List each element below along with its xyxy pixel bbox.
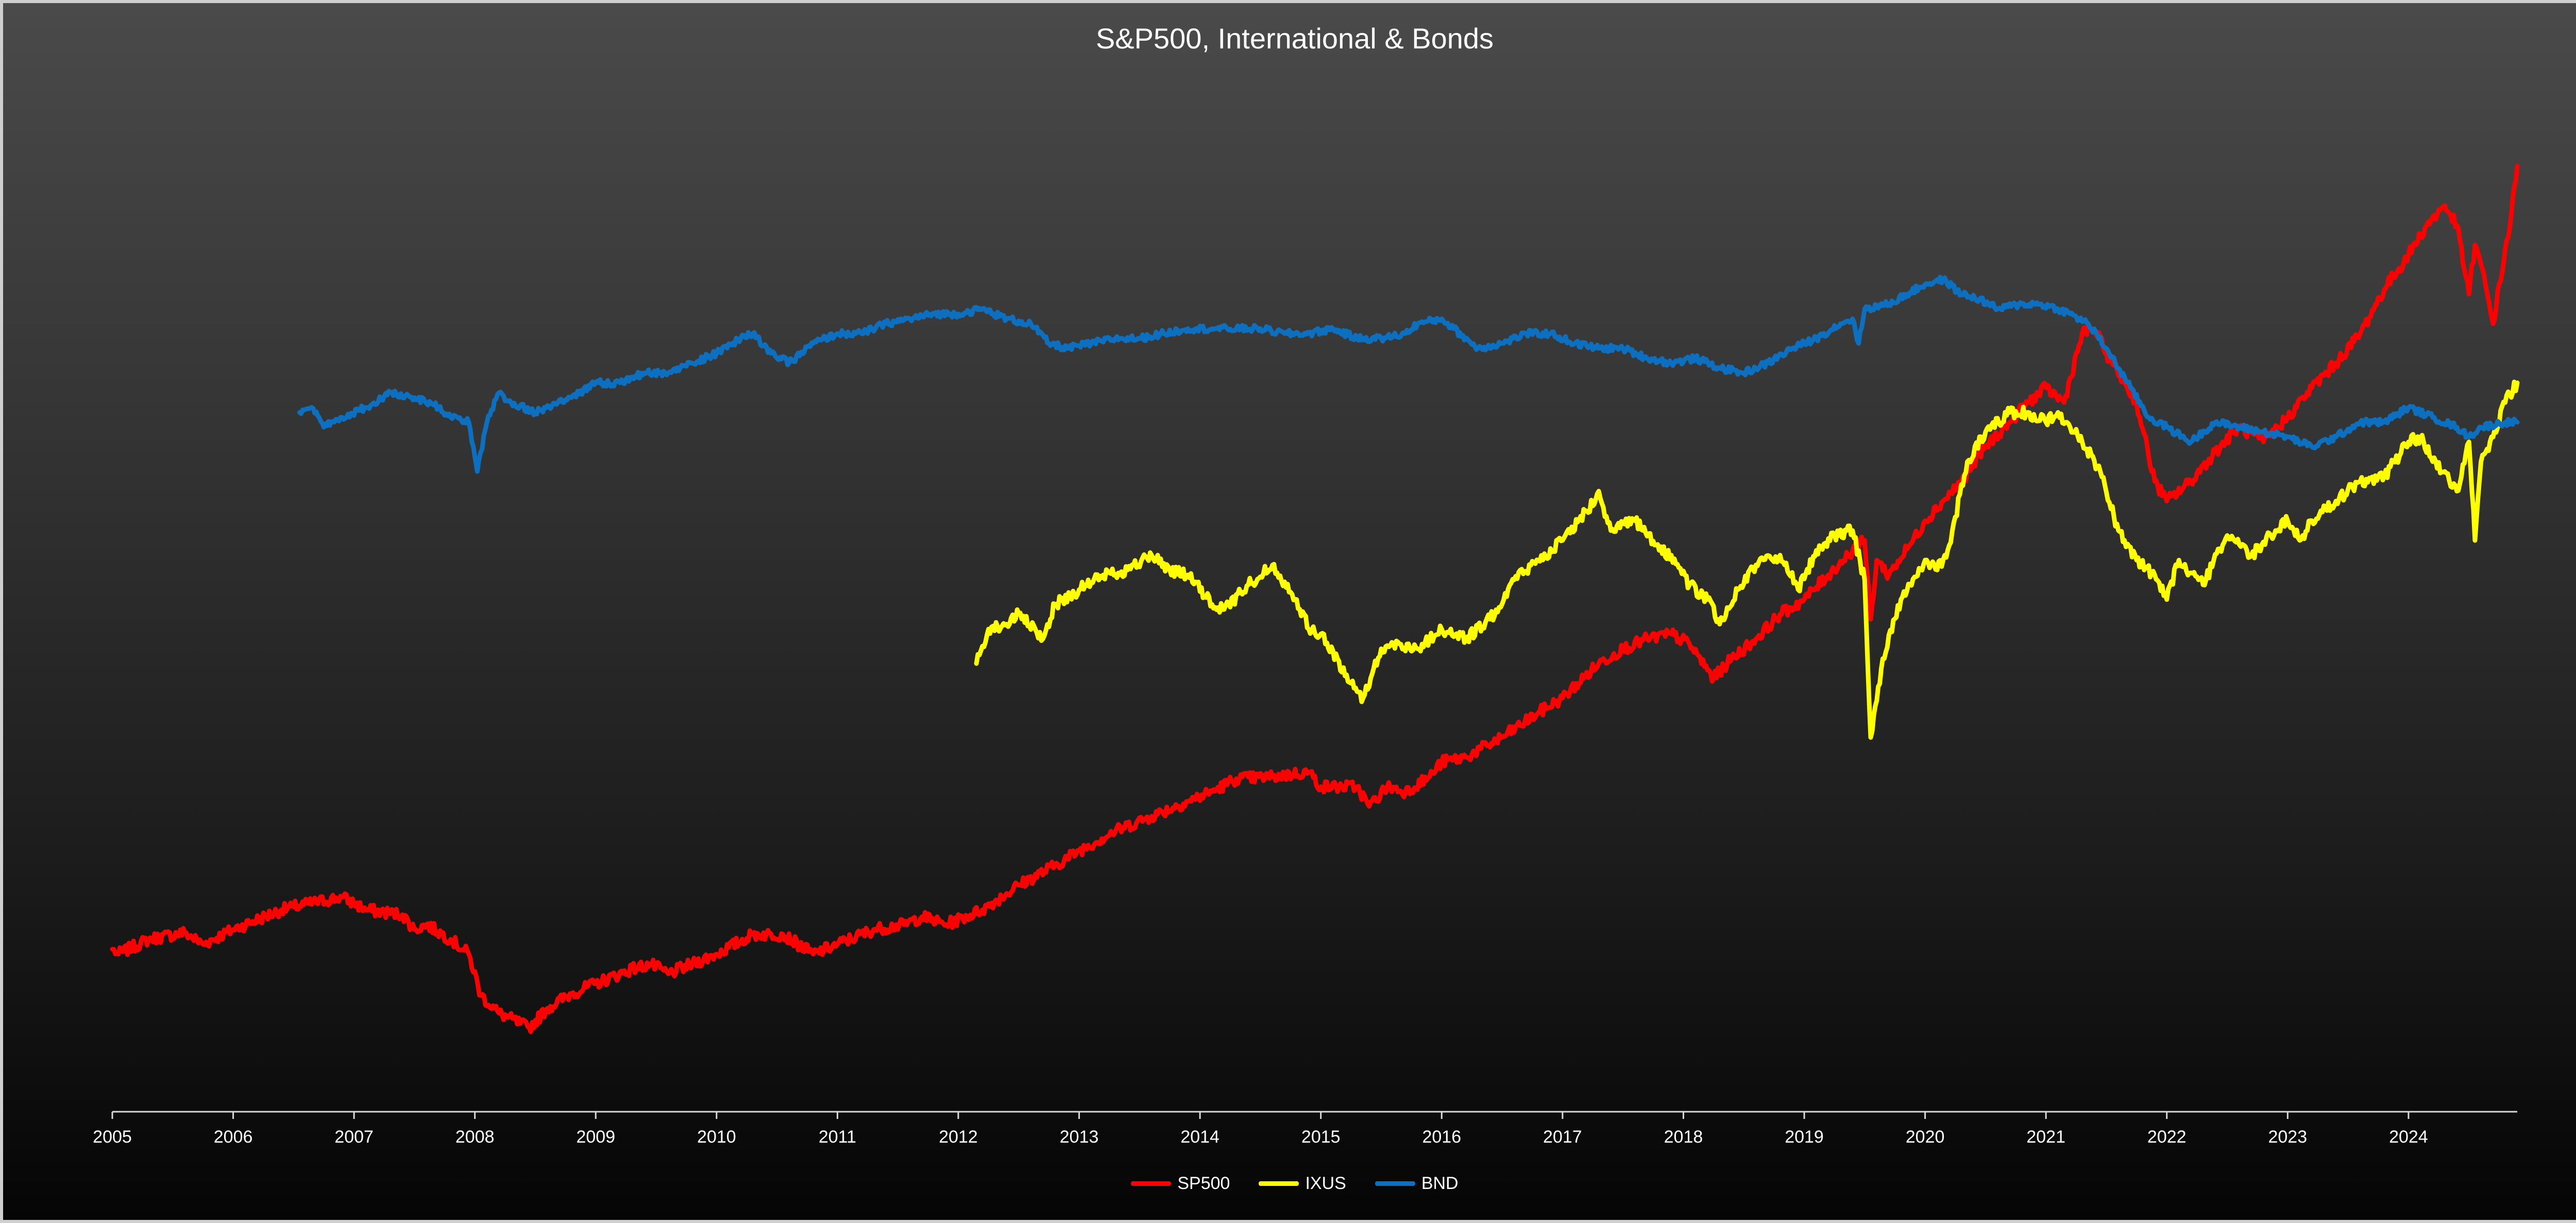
legend-item-bnd: BND (1375, 1174, 1459, 1194)
x-tick-label: 2011 (819, 1127, 856, 1147)
x-tick-label: 2007 (334, 1127, 374, 1147)
legend-item-ixus: IXUS (1259, 1174, 1346, 1194)
x-tick-label: 2019 (1785, 1127, 1824, 1147)
x-tick-label: 2022 (2147, 1127, 2187, 1147)
x-tick-label: 2024 (2389, 1127, 2428, 1147)
series-line-sp500 (110, 164, 2520, 1034)
x-tick-label: 2015 (1301, 1127, 1341, 1147)
x-tick-label: 2021 (2026, 1127, 2065, 1147)
x-tick-label: 2008 (455, 1127, 495, 1147)
legend-label: SP500 (1177, 1174, 1230, 1193)
legend: SP500 IXUS BND (3, 1174, 2576, 1194)
x-tick-label: 2017 (1543, 1127, 1582, 1147)
x-tick-label: 2023 (2268, 1127, 2307, 1147)
legend-label: IXUS (1305, 1174, 1346, 1193)
legend-swatch (1131, 1181, 1172, 1186)
x-tick-label: 2005 (93, 1127, 132, 1147)
line-chart: 2005 2006 2007 2008 2009 2010 2011 2012 2013 2014… (93, 164, 2520, 1147)
x-tick-label: 2012 (939, 1127, 978, 1147)
x-tick-label: 2009 (576, 1127, 615, 1147)
legend-swatch (1375, 1181, 1415, 1186)
x-tick-label: 2013 (1060, 1127, 1099, 1147)
x-tick-label: 2010 (697, 1127, 736, 1147)
legend-label: BND (1421, 1174, 1459, 1193)
legend-swatch (1259, 1181, 1299, 1186)
x-axis-ticks: 2005 2006 2007 2008 2009 2010 2011 2012 2013 2014… (93, 1112, 2428, 1147)
series-line-bnd (297, 275, 2520, 474)
legend-item-sp500: SP500 (1131, 1174, 1230, 1194)
x-tick-label: 2006 (214, 1127, 253, 1147)
x-tick-label: 2020 (1906, 1127, 1945, 1147)
x-tick-label: 2018 (1664, 1127, 1703, 1147)
x-tick-label: 2016 (1422, 1127, 1461, 1147)
x-tick-label: 2014 (1180, 1127, 1219, 1147)
chart-title: S&P500, International & Bonds (1095, 22, 1494, 55)
series-layer (110, 164, 2520, 1034)
series-line-ixus (974, 379, 2520, 740)
